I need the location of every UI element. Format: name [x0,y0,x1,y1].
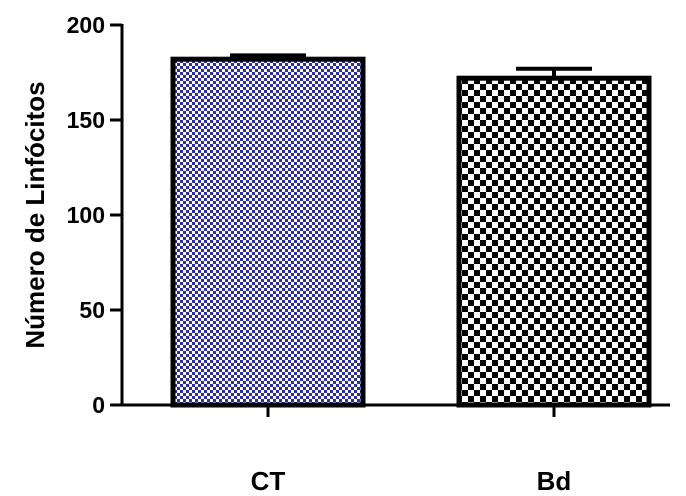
y-tick-label: 100 [67,202,105,228]
bars-layer [170,56,652,408]
y-tick-label: 0 [92,392,105,418]
y-axis-label: Número de Linfócitos [20,81,50,348]
bar-ct [170,56,366,408]
y-tick-label: 200 [67,12,105,38]
error-bars-layer [230,53,592,79]
y-ticks: 0 50 100 150 200 [67,12,122,418]
bar-bd [456,75,652,408]
x-tick-label-ct: CT [251,466,286,496]
x-tick-label-bd: Bd [537,466,572,496]
y-tick-label: 50 [79,297,105,323]
x-ticks: CT Bd [251,405,572,496]
y-tick-label: 150 [67,107,105,133]
